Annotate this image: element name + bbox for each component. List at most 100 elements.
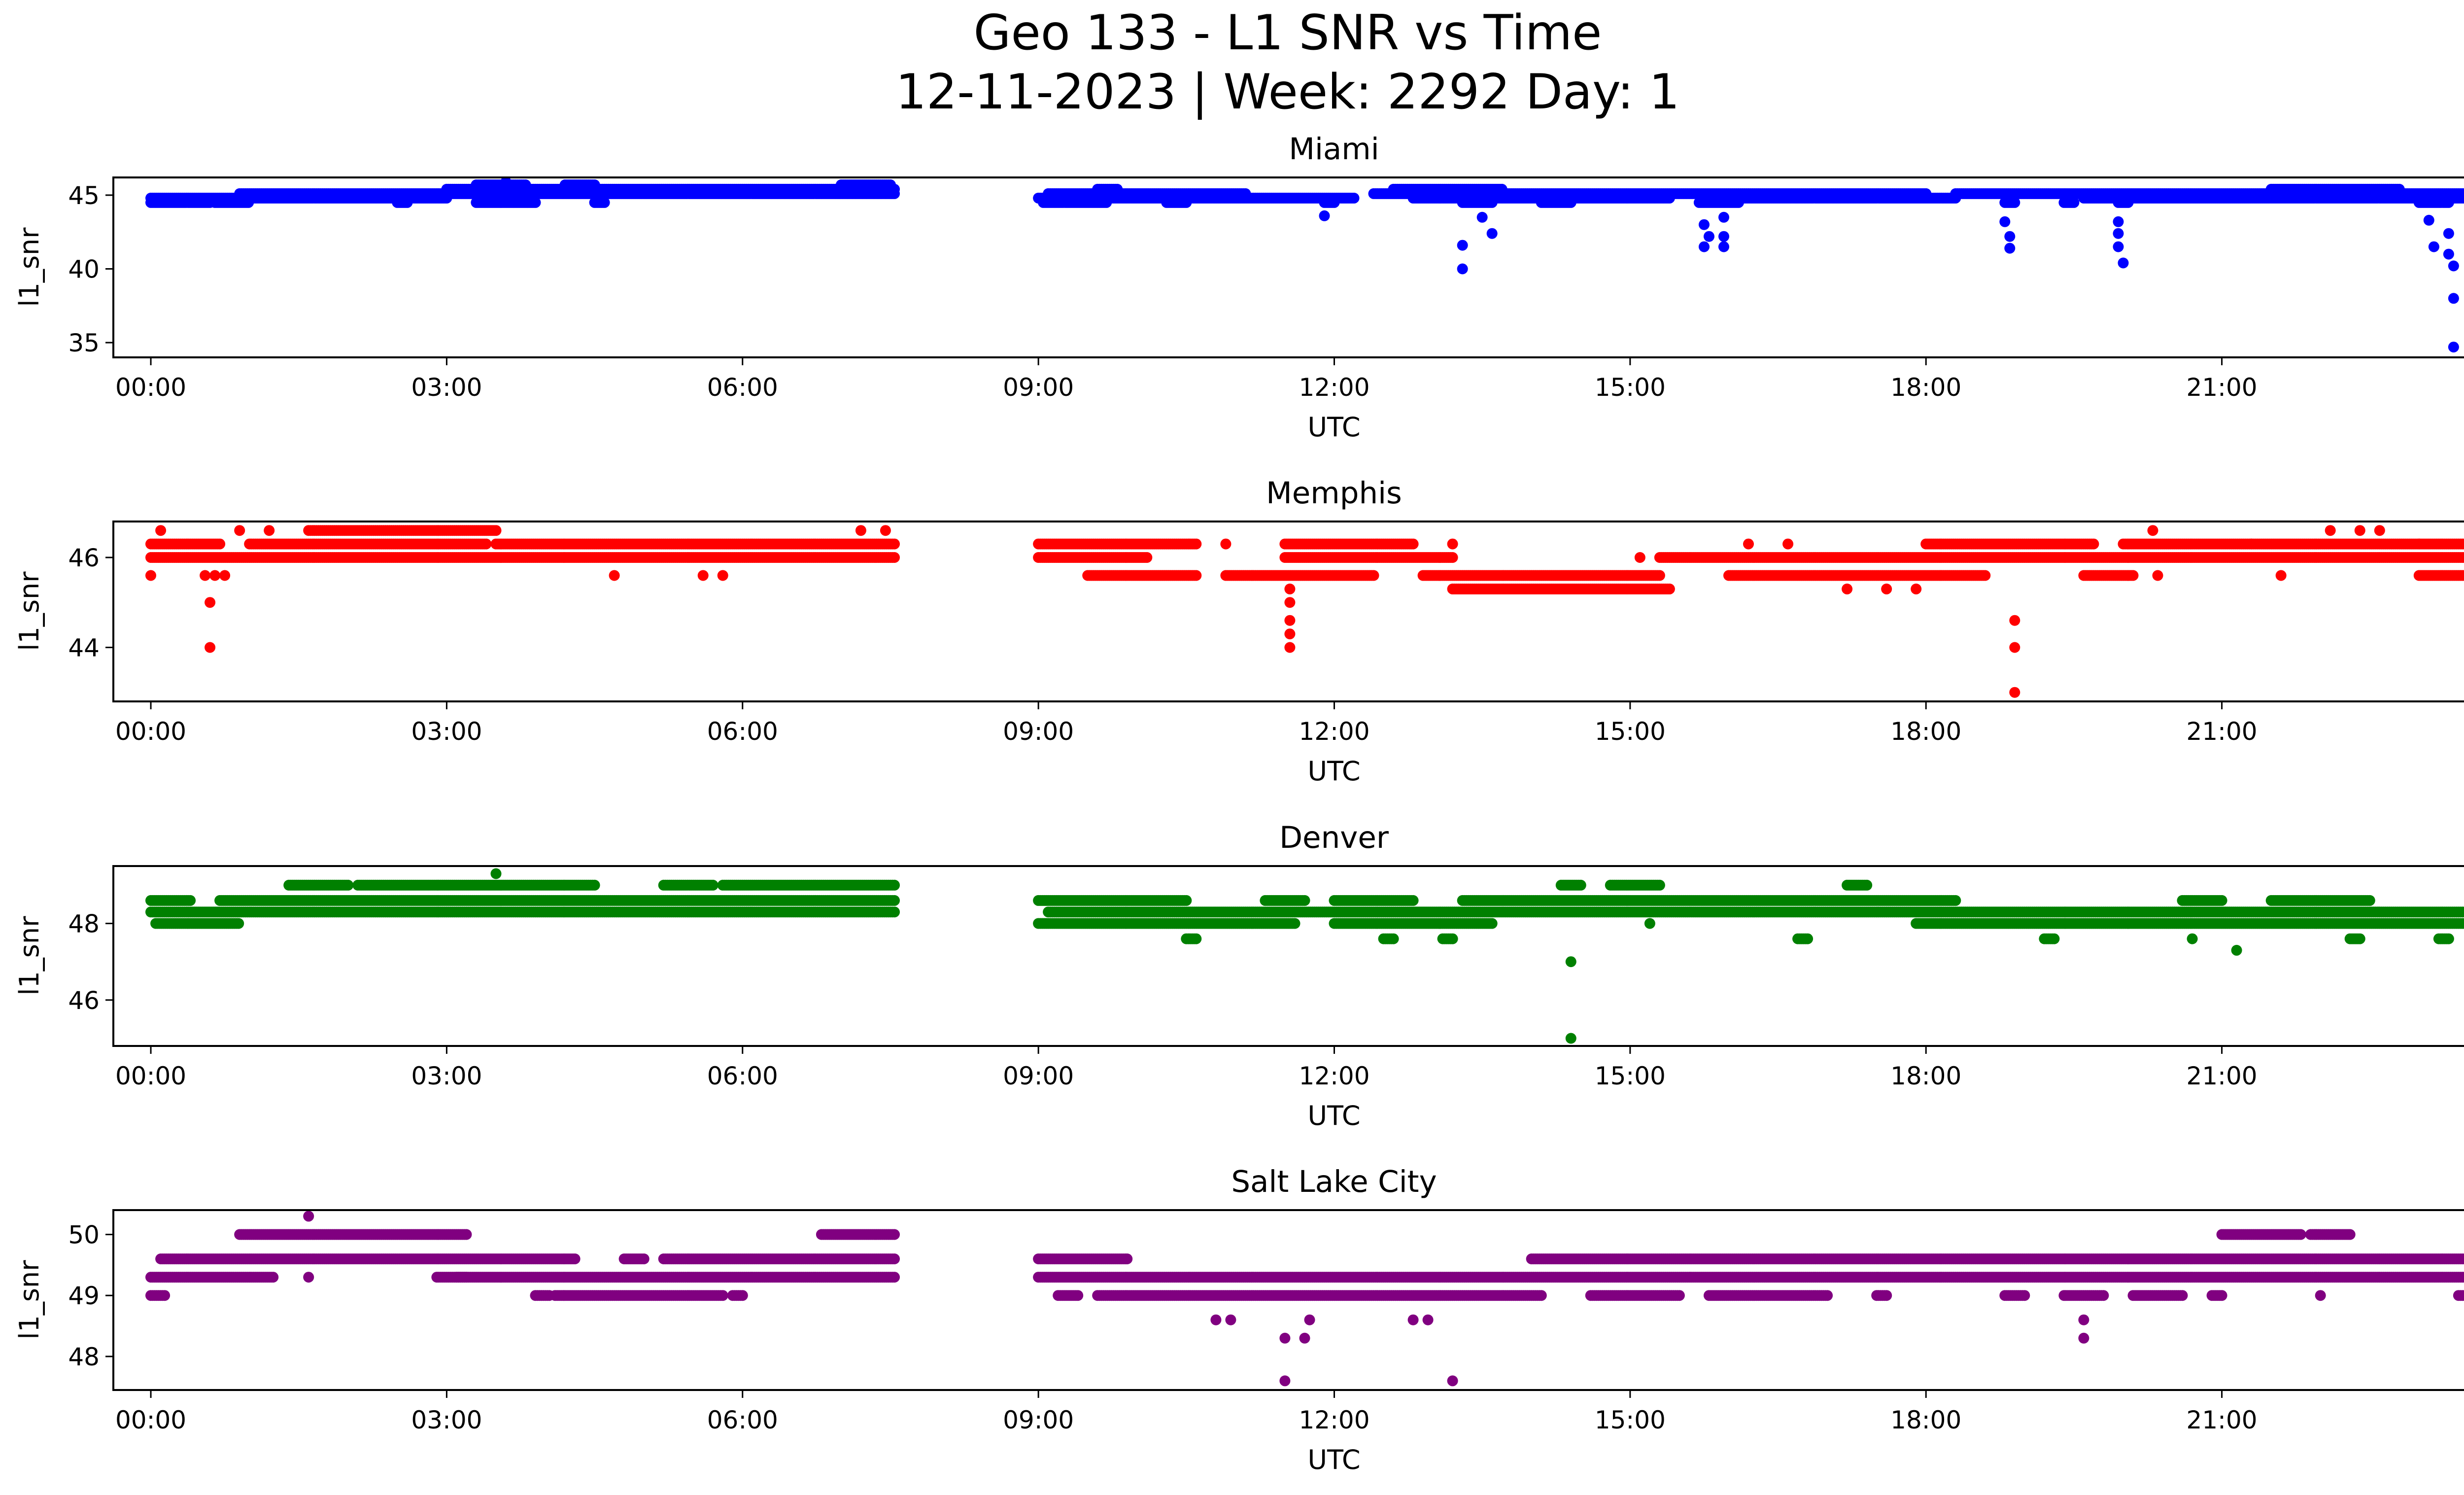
miami-x-tick-label: 18:00	[1890, 373, 1961, 402]
memphis-data-point	[1664, 583, 1675, 594]
miami-x-tick-label: 12:00	[1299, 373, 1369, 402]
miami-data-point	[1718, 231, 1729, 242]
memphis-data-point	[1407, 538, 1419, 550]
memphis-data-point	[234, 525, 245, 536]
miami-x-axis-label: UTC	[1307, 412, 1360, 443]
memphis-data-point	[1284, 628, 1296, 640]
miami-y-tick-label: 40	[68, 255, 100, 283]
memphis-x-axis-label: UTC	[1307, 756, 1360, 787]
miami-data-point	[2394, 183, 2405, 195]
miami-data-point	[2004, 231, 2016, 242]
memphis-data-point	[205, 597, 216, 608]
memphis-x-tick-label: 21:00	[2187, 717, 2258, 746]
memphis-x-axis: 00:00 03:00 06:00 09:00 12:00 15:00 18:00 21:00…	[115, 701, 2258, 746]
memphis-data-point	[1284, 642, 1296, 653]
miami-data-point	[1699, 219, 1710, 230]
miami-data-point	[2009, 197, 2020, 208]
memphis-x-tick-label: 06:00	[707, 717, 778, 746]
memphis-data-point	[1284, 615, 1296, 626]
memphis-title: Memphis	[1266, 476, 1402, 511]
miami-x-tick-label: 15:00	[1595, 373, 1666, 402]
memphis-data-point	[1220, 538, 1232, 550]
memphis-y-tick-label: 46	[68, 544, 100, 572]
memphis-data-point	[2152, 570, 2163, 581]
memphis-data-point	[889, 538, 900, 550]
miami-data-point	[520, 179, 531, 190]
memphis-data-point	[1881, 583, 1892, 594]
memphis-data-point	[2127, 570, 2139, 581]
miami-data-points	[145, 176, 2464, 353]
miami-data-point	[2004, 243, 2016, 254]
memphis-data-point	[1782, 538, 1794, 550]
panel-memphis: Memphis UTC l1_snr 00:00 03:00 06:00 09:00 1…	[14, 476, 2464, 787]
miami-x-tick-label: 00:00	[115, 373, 186, 402]
miami-data-point	[1718, 211, 1729, 223]
panel-denver: Denver UTC l1_snr 00:00 03:00 06:00 09:00 12…	[14, 820, 2464, 1131]
miami-data-point	[1476, 211, 1488, 223]
memphis-x-tick-label: 03:00	[411, 717, 482, 746]
figure-title-line-2: 12-11-2023 | Week: 2292 Day: 1	[896, 64, 1680, 120]
memphis-data-point	[697, 570, 709, 581]
memphis-data-point	[200, 570, 211, 581]
memphis-data-point	[880, 525, 891, 536]
miami-data-point	[1112, 183, 1123, 195]
memphis-data-point	[155, 525, 167, 536]
miami-x-tick-label: 09:00	[1003, 373, 1074, 402]
miami-data-point	[2443, 228, 2454, 239]
denver-data-points	[145, 868, 2464, 1044]
memphis-data-point	[214, 538, 226, 550]
miami-data-point	[2113, 216, 2124, 227]
miami-data-point	[589, 179, 600, 190]
memphis-data-point	[2374, 525, 2385, 536]
memphis-y-axis-label: l1_snr	[14, 571, 45, 651]
memphis-data-point	[1284, 597, 1296, 608]
memphis-data-point	[1141, 552, 1153, 563]
miami-data-point	[1457, 240, 1468, 251]
memphis-data-point	[2275, 570, 2287, 581]
miami-data-point	[2448, 293, 2459, 304]
memphis-data-point	[1743, 538, 1754, 550]
memphis-data-point	[1447, 552, 1458, 563]
miami-data-point	[1486, 228, 1498, 239]
memphis-data-point	[264, 525, 275, 536]
memphis-data-point	[2325, 525, 2336, 536]
miami-data-point	[1496, 183, 1507, 195]
memphis-data-point	[717, 570, 728, 581]
miami-x-tick-label: 06:00	[707, 373, 778, 402]
miami-y-tick-label: 45	[68, 181, 100, 210]
miami-data-point	[885, 179, 896, 190]
memphis-data-point	[1191, 538, 1202, 550]
memphis-data-point	[1634, 552, 1645, 563]
memphis-data-point	[1654, 570, 1665, 581]
miami-data-point	[2118, 257, 2129, 269]
memphis-data-point	[1191, 570, 1202, 581]
memphis-x-tick-label: 12:00	[1299, 717, 1369, 746]
miami-data-point	[1999, 216, 2011, 227]
miami-data-point	[1704, 231, 1714, 242]
miami-x-tick-label: 03:00	[411, 373, 482, 402]
memphis-x-tick-label: 09:00	[1003, 717, 1074, 746]
miami-data-point	[2443, 248, 2454, 260]
memphis-data-point	[1284, 583, 1296, 594]
memphis-data-point	[145, 570, 156, 581]
memphis-data-point	[1447, 538, 1458, 550]
miami-data-point	[1319, 210, 1330, 221]
miami-data-point	[1699, 241, 1710, 252]
memphis-data-point	[205, 642, 216, 653]
memphis-data-point	[219, 570, 231, 581]
miami-data-point	[2448, 260, 2459, 272]
miami-data-point	[2423, 214, 2434, 226]
miami-data-point	[2068, 197, 2080, 208]
memphis-data-point	[2009, 642, 2020, 653]
miami-data-point	[1240, 188, 1251, 199]
miami-data-point	[1348, 192, 1360, 204]
miami-title: Miami	[1289, 132, 1379, 167]
memphis-data-point	[2088, 538, 2099, 550]
memphis-data-point	[1368, 570, 1379, 581]
memphis-data-point	[209, 570, 221, 581]
memphis-x-tick-label: 18:00	[1890, 717, 1961, 746]
memphis-data-point	[1980, 570, 1991, 581]
panel-miami: Miami UTC l1_snr 00:00 03:00 06:00 09:00 12:…	[14, 132, 2464, 443]
miami-data-point	[2448, 342, 2459, 353]
